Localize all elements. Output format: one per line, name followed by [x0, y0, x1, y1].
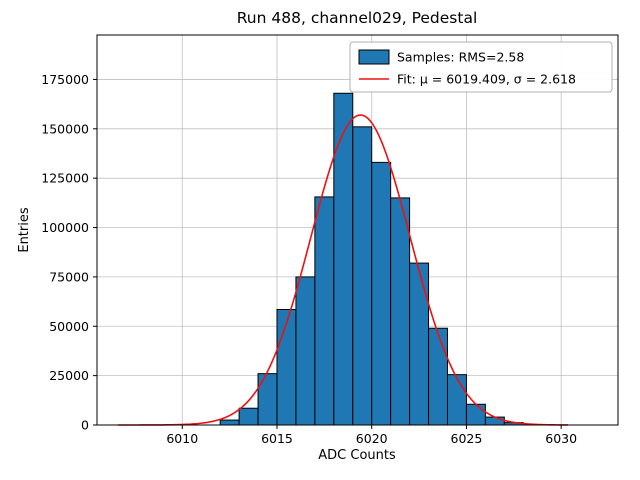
histogram-bar — [352, 126, 373, 426]
histogram-bar — [371, 161, 392, 426]
ticks-layer: 6010 6015 6020 6025 6030 0 25000 50000 75000 1000… — [41, 72, 577, 446]
x-tick-label: 6015 — [261, 431, 293, 446]
legend-fit-label: Fit: μ = 6019.409, σ = 2.618 — [397, 72, 576, 87]
legend-samples-label: Samples: RMS=2.58 — [397, 50, 524, 65]
y-tick-label: 50000 — [49, 319, 89, 334]
x-tick-label: 6025 — [451, 431, 483, 446]
y-tick-label: 75000 — [49, 269, 89, 284]
histogram-bar — [295, 276, 316, 426]
x-tick-label: 6030 — [545, 431, 577, 446]
histogram-bars — [219, 92, 524, 426]
histogram-bar — [257, 373, 278, 426]
chart-title: Run 488, channel029, Pedestal — [237, 9, 478, 27]
histogram-bar — [276, 308, 297, 426]
histogram-bar — [409, 262, 430, 426]
y-tick-label: 25000 — [49, 368, 89, 383]
histogram-bar — [390, 197, 411, 426]
y-tick-label: 100000 — [41, 220, 89, 235]
histogram-bar — [314, 196, 335, 426]
histogram-bar — [484, 416, 505, 426]
axes-frame — [96, 34, 619, 426]
histogram-bar — [219, 419, 240, 426]
legend: Samples: RMS=2.58 Fit: μ = 6019.409, σ =… — [349, 41, 613, 93]
histogram-bar — [428, 327, 448, 426]
x-tick-label: 6020 — [356, 431, 388, 446]
histogram-bar — [333, 92, 354, 426]
gaussian-fit-curve — [117, 114, 568, 426]
legend-samples-swatch — [358, 49, 390, 65]
y-tick-label: 150000 — [41, 121, 89, 136]
x-axis-label: ADC Counts — [318, 448, 396, 463]
histogram-bar — [465, 403, 486, 426]
histogram-bar — [238, 407, 259, 426]
y-tick-label: 0 — [81, 418, 89, 433]
y-tick-label: 175000 — [41, 72, 89, 87]
x-tick-label: 6010 — [166, 431, 198, 446]
y-axis-label: Entries — [17, 207, 32, 253]
histogram-bar — [446, 374, 467, 426]
legend-box — [349, 41, 613, 93]
y-tick-label: 125000 — [41, 171, 89, 186]
